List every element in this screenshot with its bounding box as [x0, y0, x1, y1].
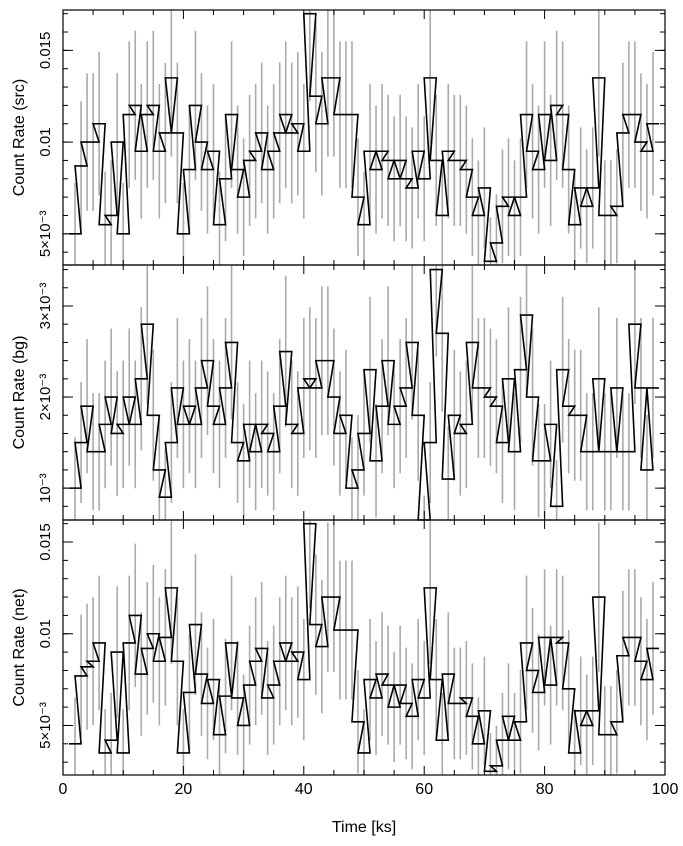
y-axis-label: Count Rate (net) [11, 588, 28, 706]
panel-net: 5×10⁻³ 0.01 0.015 Count Rate (net) 0 20 40 60 80… [11, 519, 679, 836]
panel-bg: 10⁻³ 2×10⁻³ 3×10⁻³ Count Rate (bg) [11, 264, 666, 521]
y-axis-label: Count Rate (src) [11, 79, 28, 196]
x-tick-label: 80 [536, 781, 554, 798]
x-tick-label: 40 [295, 781, 313, 798]
x-tick-label: 20 [175, 781, 193, 798]
y-tick-label: 5×10⁻³ [37, 210, 54, 257]
y-tick-label: 10⁻³ [37, 473, 54, 503]
y-tick-label: 0.01 [37, 127, 54, 156]
x-tick-label: 0 [59, 781, 68, 798]
y-tick-label: 0.015 [37, 32, 54, 70]
panel-src: 5×10⁻³ 0.01 0.015 Count Rate (src) [11, 9, 666, 266]
x-tick-label: 100 [652, 781, 679, 798]
y-tick-label: 5×10⁻³ [37, 702, 54, 749]
rate-step-line [69, 12, 659, 263]
y-tick-label: 3×10⁻³ [37, 283, 54, 330]
y-axis-label: Count Rate (bg) [11, 336, 28, 450]
rate-step-line [69, 522, 659, 773]
x-tick-label: 60 [415, 781, 433, 798]
rate-step-line [69, 268, 659, 521]
x-axis-label: Time [ks] [332, 819, 396, 836]
y-tick-label: 0.015 [37, 523, 54, 561]
y-tick-label: 0.01 [37, 619, 54, 648]
y-tick-label: 2×10⁻³ [37, 374, 54, 421]
